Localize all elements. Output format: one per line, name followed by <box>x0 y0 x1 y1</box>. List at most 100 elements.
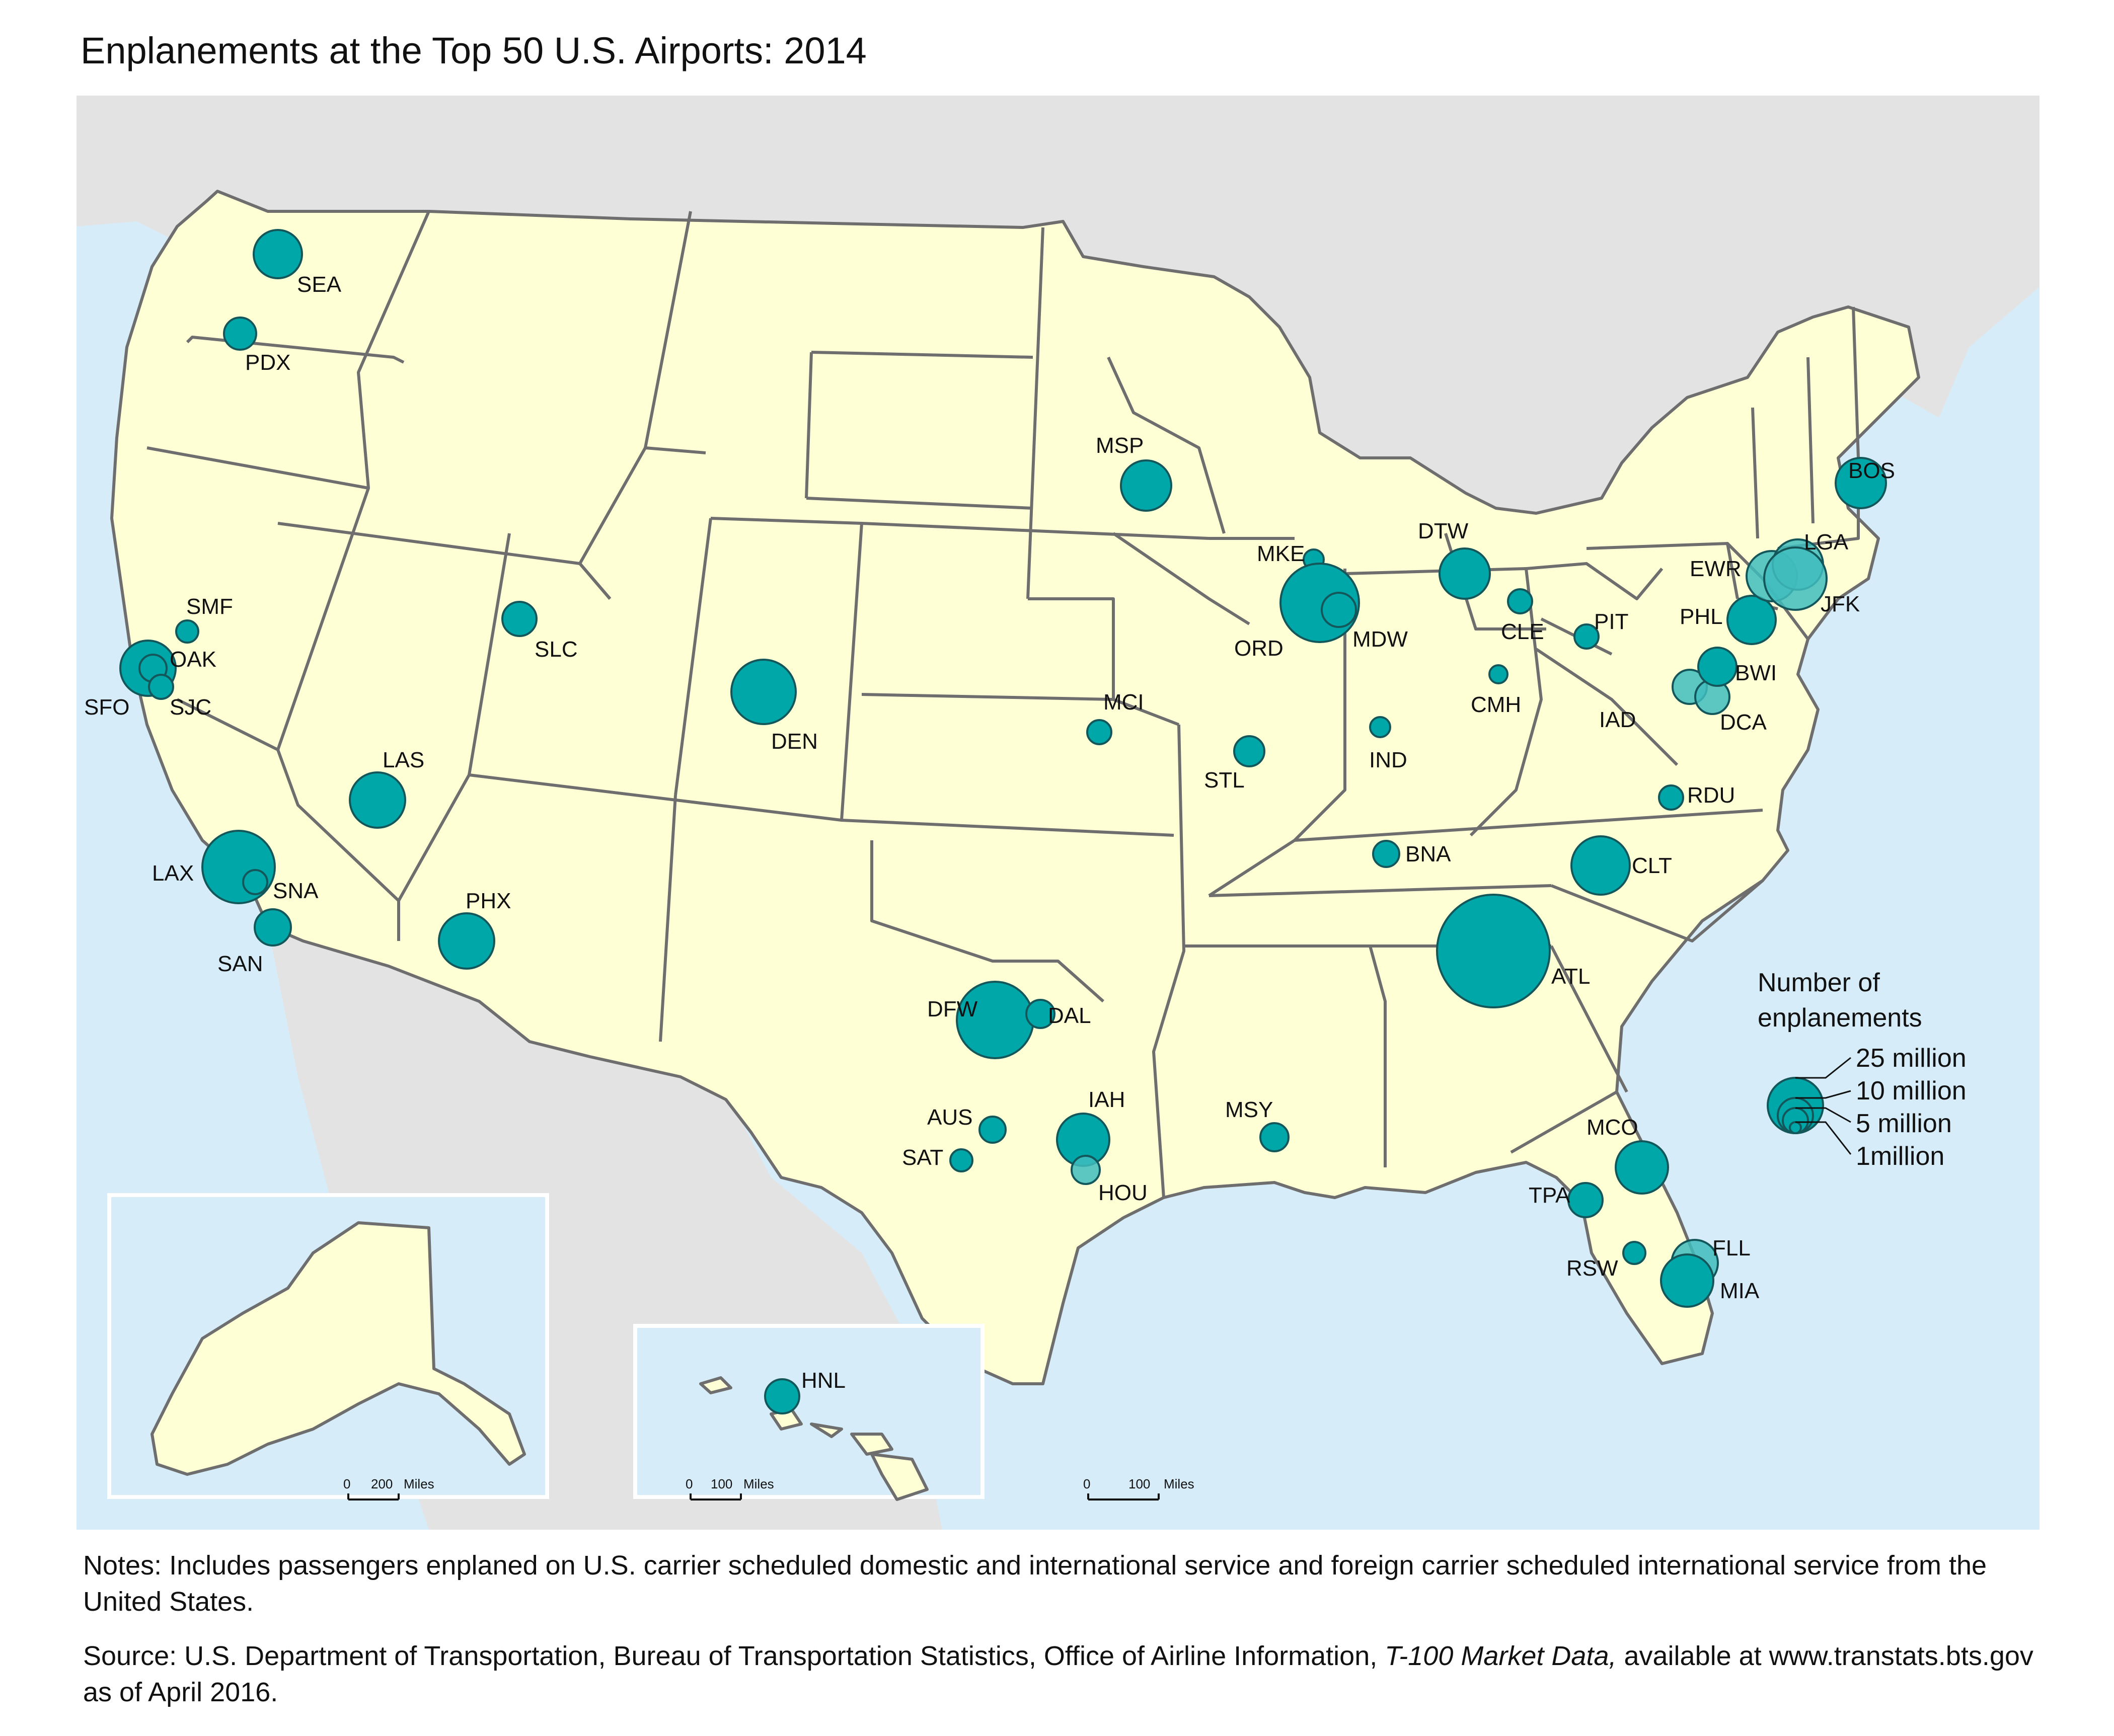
airport-label-ord: ORD <box>1234 636 1284 661</box>
airport-circle-stl[interactable] <box>1233 735 1265 767</box>
airport-circle-atl[interactable] <box>1436 894 1551 1008</box>
airport-circle-san[interactable] <box>254 908 292 946</box>
airport-label-aus: AUS <box>927 1105 972 1130</box>
airport-label-den: DEN <box>771 729 818 754</box>
airport-circle-sea[interactable] <box>253 229 303 279</box>
legend-leader-lines <box>1795 1057 1852 1155</box>
legend-label-25m: 25 million <box>1856 1044 1967 1073</box>
source-prefix: Source: U.S. Department of Transportatio… <box>83 1641 1385 1671</box>
airport-label-phx: PHX <box>466 889 511 913</box>
map-frame: 0 200 Miles 0 100 Miles 0 100 Miles SEA … <box>77 96 2040 1530</box>
airport-label-san: SAN <box>217 952 263 976</box>
mainland-scale-bar: 0 100 Miles <box>1083 1476 1194 1501</box>
airport-label-mia: MIA <box>1720 1279 1760 1303</box>
airport-circle-cle[interactable] <box>1507 588 1533 614</box>
airport-circle-rsw[interactable] <box>1622 1241 1646 1265</box>
airport-markers: SEA PDX SMF OAK SFO SJC LAS LAX SNA SAN … <box>84 229 1895 1414</box>
legend-label-10m: 10 million <box>1856 1076 1967 1106</box>
state-borders <box>146 210 1860 1198</box>
airport-label-ewr: EWR <box>1690 557 1742 581</box>
airport-label-hou: HOU <box>1098 1180 1148 1205</box>
hawaii-scale-end: 100 <box>711 1476 732 1491</box>
airport-label-cmh: CMH <box>1471 692 1521 717</box>
airport-circle-lax[interactable] <box>201 830 276 904</box>
airport-circle-pit[interactable] <box>1573 623 1600 650</box>
airport-circle-bwi[interactable] <box>1697 647 1738 687</box>
airport-circle-den[interactable] <box>730 659 797 725</box>
airport-label-pit: PIT <box>1594 609 1628 634</box>
airport-label-sfo: SFO <box>84 695 129 720</box>
airport-circle-phl[interactable] <box>1726 595 1777 645</box>
airport-circle-dtw[interactable] <box>1439 547 1491 600</box>
airport-label-sna: SNA <box>273 879 319 903</box>
airport-label-dfw: DFW <box>927 997 978 1021</box>
airport-label-dtw: DTW <box>1418 519 1469 543</box>
airport-label-clt: CLT <box>1632 853 1672 878</box>
mainland-scale-unit: Miles <box>1164 1476 1194 1491</box>
alaska-scale-bar: 0 200 Miles <box>343 1476 434 1501</box>
airport-label-iah: IAH <box>1088 1087 1125 1112</box>
airport-circle-dal[interactable] <box>1025 999 1055 1029</box>
airport-label-slc: SLC <box>535 637 578 662</box>
legend-label-5m: 5 million <box>1856 1109 1952 1138</box>
airport-label-oak: OAK <box>170 647 216 672</box>
airport-circle-jfk[interactable] <box>1763 546 1828 611</box>
airport-circle-aus[interactable] <box>978 1116 1007 1144</box>
airport-label-lga: LGA <box>1804 530 1849 555</box>
airport-circle-tpa[interactable] <box>1567 1182 1604 1218</box>
legend-title-line1: Number of <box>1758 968 1880 997</box>
airport-circle-cmh[interactable] <box>1488 664 1508 684</box>
airport-label-tpa: TPA <box>1529 1183 1570 1208</box>
airport-circle-msp[interactable] <box>1120 459 1172 512</box>
airport-label-cle: CLE <box>1501 619 1544 644</box>
airport-label-atl: ATL <box>1551 964 1590 989</box>
airport-label-mci: MCI <box>1103 690 1144 715</box>
airport-circle-slc[interactable] <box>501 601 538 637</box>
airport-circle-mci[interactable] <box>1086 719 1112 745</box>
airport-circle-bna[interactable] <box>1372 840 1400 868</box>
airport-circle-mco[interactable] <box>1615 1140 1669 1195</box>
airport-label-mco: MCO <box>1587 1115 1638 1140</box>
airport-label-dca: DCA <box>1720 710 1767 735</box>
airport-circle-hnl[interactable] <box>764 1378 800 1414</box>
airport-label-mke: MKE <box>1257 541 1305 566</box>
map-title: Enplanements at the Top 50 U.S. Airports… <box>81 30 867 71</box>
airport-circle-pdx[interactable] <box>223 317 257 351</box>
alaska-scale-end: 200 <box>371 1476 393 1491</box>
airport-label-dal: DAL <box>1048 1003 1091 1028</box>
legend-circle-1m <box>1789 1121 1802 1134</box>
airport-label-ind: IND <box>1369 748 1407 772</box>
airport-circle-sat[interactable] <box>949 1148 973 1172</box>
airport-label-hnl: HNL <box>801 1368 846 1393</box>
airport-label-fll: FLL <box>1712 1236 1751 1260</box>
airport-circle-smf[interactable] <box>175 619 199 644</box>
gulf-of-mexico <box>1008 1238 1763 1530</box>
airport-label-iad: IAD <box>1599 707 1636 732</box>
airport-circle-clt[interactable] <box>1570 835 1631 896</box>
mainland-scale-start: 0 <box>1083 1476 1090 1491</box>
airport-circle-mia[interactable] <box>1660 1253 1714 1308</box>
airport-label-jfk: JFK <box>1821 592 1860 616</box>
airport-circle-ind[interactable] <box>1369 716 1391 738</box>
airport-circle-msy[interactable] <box>1259 1122 1290 1152</box>
airport-label-mdw: MDW <box>1352 627 1408 652</box>
alaska-scale-unit: Miles <box>404 1476 434 1491</box>
contiguous-us-land <box>110 190 1920 1385</box>
airport-circle-mdw[interactable] <box>1321 592 1357 628</box>
airport-label-sjc: SJC <box>170 695 211 720</box>
airport-label-pdx: PDX <box>245 350 290 375</box>
airport-circle-phx[interactable] <box>438 912 495 970</box>
hawaii-scale-start: 0 <box>686 1476 693 1491</box>
airport-circle-las[interactable] <box>349 771 406 829</box>
airport-label-smf: SMF <box>186 594 233 619</box>
airport-circle-rdu[interactable] <box>1658 784 1684 811</box>
airport-label-lax: LAX <box>152 861 194 886</box>
airport-circle-sjc[interactable] <box>148 674 174 700</box>
airport-label-sea: SEA <box>297 272 342 297</box>
airport-circle-bos[interactable] <box>1835 457 1887 509</box>
source-suffix: available at www.transtats.bts.gov as of… <box>83 1641 2033 1707</box>
hawaii-scale-bar: 0 100 Miles <box>686 1476 774 1501</box>
airport-circle-hou[interactable] <box>1071 1155 1101 1185</box>
source-italic: T-100 Market Data, <box>1385 1641 1617 1671</box>
airport-circle-sna[interactable] <box>242 869 268 895</box>
